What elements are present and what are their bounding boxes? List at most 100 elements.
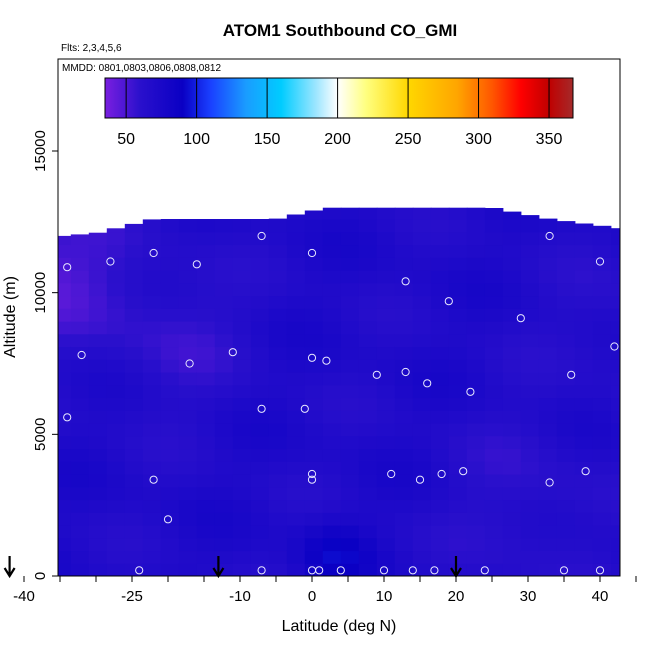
sample-marker	[379, 566, 389, 575]
heatmap-cell	[286, 359, 306, 373]
heatmap-cell	[124, 461, 144, 475]
heatmap-cell	[304, 397, 324, 411]
heatmap-cell	[35, 487, 54, 500]
heatmap-cell	[448, 550, 468, 564]
sample-marker	[336, 566, 345, 575]
heatmap-cell	[160, 499, 180, 513]
heatmap-cell	[304, 282, 324, 297]
heatmap-cell	[304, 563, 324, 576]
heatmap-cell	[142, 231, 162, 246]
heatmap-cell	[376, 474, 396, 488]
heatmap-cell	[394, 359, 414, 373]
heatmap-cell	[556, 423, 576, 437]
sample-marker	[63, 413, 72, 422]
heatmap-cell	[286, 231, 306, 246]
heatmap-cell	[448, 308, 468, 322]
heatmap-cell	[178, 257, 198, 271]
heatmap-cell	[250, 257, 270, 271]
heatmap-cell	[412, 423, 432, 437]
heatmap-cell	[358, 499, 378, 513]
heatmap-cell	[286, 372, 306, 386]
heatmap-cell	[124, 423, 144, 437]
heatmap-cell	[250, 499, 270, 513]
heatmap-cell	[520, 525, 540, 539]
heatmap-cell	[502, 359, 522, 373]
heatmap-cell	[58, 270, 72, 284]
heatmap-cell	[286, 346, 306, 360]
heatmap-cell	[232, 372, 252, 386]
heatmap-cell	[358, 282, 378, 297]
heatmap-cell	[520, 384, 540, 399]
heatmap-cell	[502, 282, 522, 297]
heatmap-cell	[88, 346, 108, 360]
heatmap-cell	[358, 321, 378, 335]
heatmap-cell	[304, 461, 324, 475]
heatmap-cell	[35, 551, 54, 564]
heatmap-cell	[394, 512, 414, 526]
heatmap-cell	[430, 448, 450, 462]
heatmap-cell	[610, 372, 620, 386]
heatmap-cell	[520, 499, 540, 513]
heatmap-cell	[484, 410, 504, 424]
heatmap-cell	[35, 347, 54, 360]
heatmap-cell	[358, 333, 378, 348]
heatmap-cell	[322, 537, 342, 552]
heatmap-cell	[88, 550, 108, 564]
sample-marker	[35, 487, 42, 494]
heatmap-cell	[70, 282, 90, 297]
sample-marker	[6, 431, 13, 438]
heatmap-cell	[430, 333, 450, 348]
heatmap-cell	[430, 410, 450, 424]
heatmap-cell	[232, 423, 252, 437]
heatmap-cell	[160, 461, 180, 475]
heatmap-cell	[124, 282, 144, 297]
heatmap-cell	[466, 474, 486, 488]
heatmap-cell	[178, 346, 198, 360]
heatmap-cell	[160, 346, 180, 360]
heatmap-cell	[142, 346, 162, 360]
heatmap-cell	[520, 231, 540, 246]
heatmap-cell	[214, 308, 234, 322]
y-tick-label: 0	[32, 572, 49, 580]
heatmap-cell	[412, 270, 432, 284]
heatmap-cell	[502, 435, 522, 450]
heatmap-cell	[286, 550, 306, 564]
heatmap-cell	[70, 384, 90, 399]
heatmap-cell	[574, 486, 594, 501]
heatmap-cell	[592, 359, 612, 373]
sample-marker	[185, 359, 194, 368]
heatmap-cell	[250, 563, 270, 576]
heatmap-cell	[124, 270, 144, 284]
heatmap-cell	[286, 525, 306, 539]
heatmap-cell	[196, 270, 216, 284]
heatmap-cell	[268, 257, 288, 271]
colorbar-tick-label: 300	[465, 131, 492, 148]
heatmap-cell	[70, 435, 90, 450]
heatmap-cell	[106, 321, 126, 335]
heatmap-cell	[196, 384, 216, 399]
sample-marker	[163, 515, 173, 524]
heatmap-cell	[178, 384, 198, 399]
heatmap-cell	[340, 512, 360, 526]
heatmap-cell	[88, 321, 108, 335]
heatmap-cell	[178, 231, 198, 246]
x-axis-label: Latitude (deg N)	[282, 618, 397, 635]
heatmap-cell	[196, 525, 216, 539]
heatmap-cell	[502, 333, 522, 348]
heatmap-cell	[124, 359, 144, 373]
heatmap-cell	[556, 346, 576, 360]
heatmap-cell	[484, 359, 504, 373]
heatmap-cell	[358, 563, 378, 576]
heatmap-cell	[35, 257, 54, 270]
heatmap-cell	[322, 219, 342, 233]
heatmap-cell	[160, 219, 180, 233]
heatmap-cell	[430, 525, 450, 539]
heatmap-cell	[484, 474, 504, 488]
heatmap-cell	[35, 334, 54, 347]
heatmap-cell	[286, 563, 306, 576]
heatmap-cell	[502, 499, 522, 513]
heatmap-cell	[484, 333, 504, 348]
sample-marker	[192, 260, 201, 269]
heatmap-cell	[556, 435, 576, 450]
